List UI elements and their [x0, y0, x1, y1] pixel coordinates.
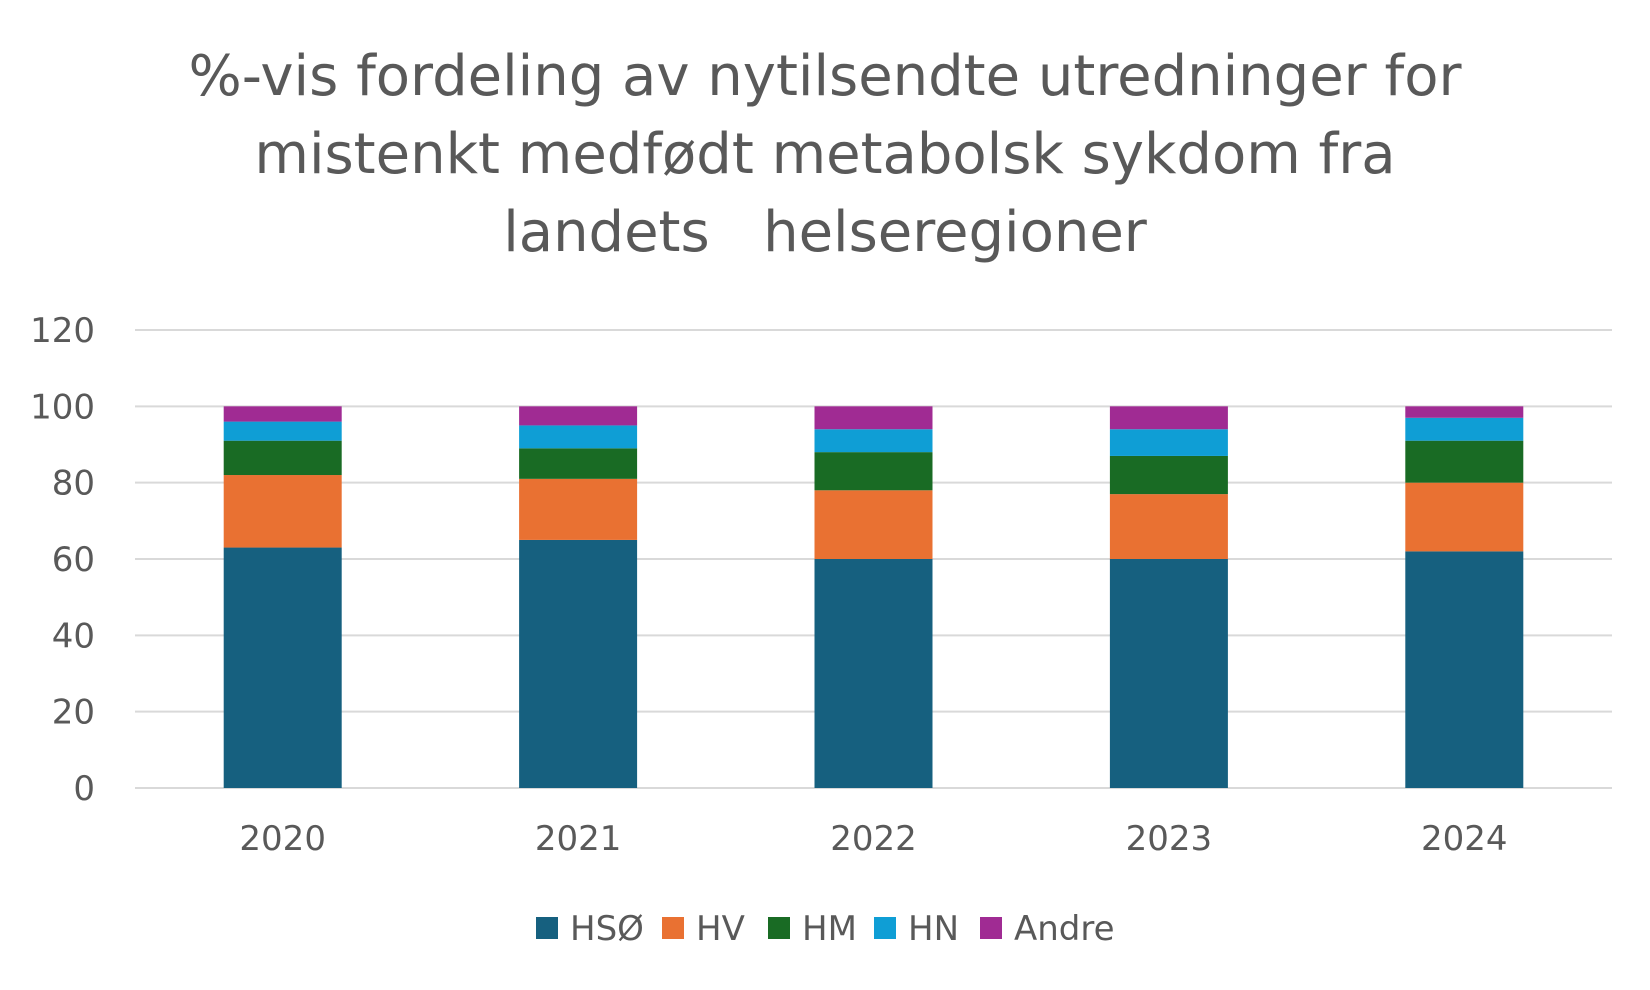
bar-andre-2022	[814, 406, 933, 430]
y-tick-label: 100	[30, 387, 95, 427]
bar-hn-2024	[1405, 417, 1524, 441]
chart-title-line-2: mistenkt medfødt metabolsk sykdom fra	[254, 122, 1396, 187]
bar-hv-2022	[814, 490, 933, 559]
x-tick-label: 2023	[1126, 819, 1213, 859]
x-tick-label: 2024	[1421, 819, 1508, 859]
y-tick-label: 120	[30, 311, 95, 351]
y-tick-label: 60	[52, 540, 95, 580]
bar-hv-2024	[1405, 482, 1524, 552]
legend-label-hn: HN	[908, 909, 959, 949]
x-tick-label: 2022	[830, 819, 917, 859]
bar-hm-2024	[1405, 440, 1524, 483]
y-tick-label: 80	[52, 464, 95, 504]
bar-hsø-2020	[223, 547, 342, 788]
chart-title: %-vis fordeling av nytilsendte utredning…	[125, 38, 1525, 272]
legend-swatch-hv	[662, 917, 684, 939]
bar-hm-2022	[814, 452, 933, 491]
bar-hsø-2024	[1405, 551, 1524, 788]
bar-andre-2024	[1405, 406, 1524, 418]
x-tick-label: 2021	[535, 819, 622, 859]
bars	[223, 406, 1524, 788]
bar-hv-2023	[1109, 494, 1228, 559]
bar-andre-2020	[223, 406, 342, 422]
bar-hsø-2021	[519, 539, 638, 788]
legend-swatch-hn	[874, 917, 896, 939]
legend: HSØ HV HM HN Andre	[536, 909, 1115, 949]
legend-swatch-andre	[980, 917, 1002, 939]
bar-andre-2021	[519, 406, 638, 426]
legend-label-andre: Andre	[1014, 909, 1115, 949]
bar-hsø-2022	[814, 559, 933, 788]
y-tick-label: 0	[73, 769, 95, 809]
legend-swatch-hm	[768, 917, 790, 939]
legend-label-hv: HV	[696, 909, 745, 949]
legend-label-hsø: HSØ	[570, 909, 644, 949]
bar-hm-2021	[519, 448, 638, 479]
bar-hm-2023	[1109, 455, 1228, 495]
bar-hn-2023	[1109, 429, 1228, 456]
bar-hn-2021	[519, 425, 638, 449]
bar-hm-2020	[223, 440, 342, 476]
legend-swatch-hsø	[536, 917, 558, 939]
y-tick-label: 20	[52, 693, 95, 733]
bar-andre-2023	[1109, 406, 1228, 430]
bar-hv-2021	[519, 478, 638, 540]
bar-hn-2022	[814, 429, 933, 453]
legend-label-hm: HM	[802, 909, 857, 949]
bar-hsø-2023	[1109, 559, 1228, 788]
y-tick-label: 40	[52, 616, 95, 656]
bar-hv-2020	[223, 475, 342, 548]
bar-hn-2020	[223, 421, 342, 441]
chart-title-line-3: landets helseregioner	[503, 200, 1147, 265]
chart-title-line-1: %-vis fordeling av nytilsendte utredning…	[188, 44, 1462, 109]
axes: 0 20 40 60 80 100 120 2020 2021 2022 2023 2024	[30, 311, 1507, 859]
x-tick-label: 2020	[239, 819, 326, 859]
